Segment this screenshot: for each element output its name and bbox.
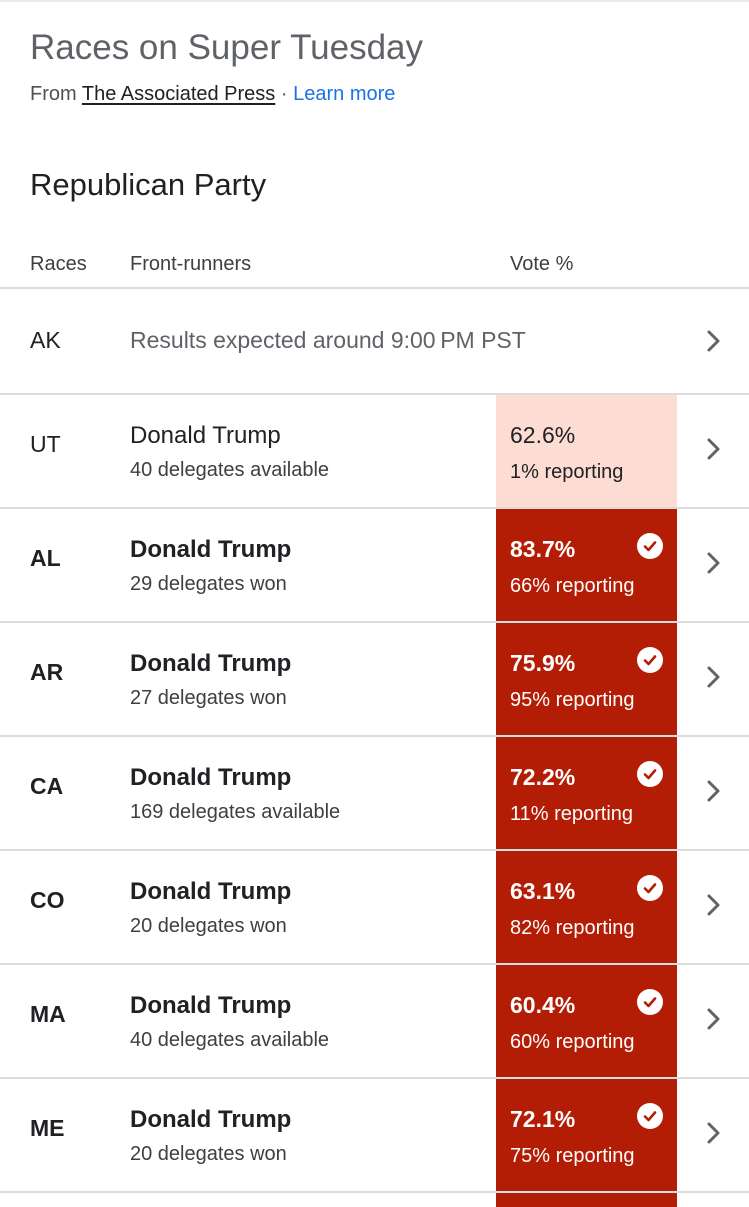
race-row-co[interactable]: CO Donald Trump 20 delegates won 63.1% 8… (0, 851, 749, 965)
top-divider (0, 0, 749, 2)
column-header-vote: Vote % (510, 253, 574, 275)
race-state: AL (30, 545, 61, 571)
chevron-right-icon (707, 780, 720, 802)
chevron-right-icon (707, 552, 720, 574)
chevron-right-icon (707, 1008, 720, 1030)
front-runner-name: Donald Trump (130, 1106, 292, 1133)
delegates-text: 40 delegates available (130, 1029, 330, 1051)
vote-cell: 83.7% 66% reporting (496, 509, 677, 621)
check-circle-icon (637, 533, 663, 559)
chevron-right-icon (707, 438, 720, 460)
reporting-text: 95% reporting (510, 689, 635, 711)
page-title: Races on Super Tuesday (30, 28, 424, 67)
delegates-text: 27 delegates won (130, 687, 287, 709)
vote-cell: 62.6% 1% reporting (496, 395, 677, 507)
front-runner-name: Donald Trump (130, 422, 281, 449)
race-row-ut[interactable]: UT Donald Trump 40 delegates available 6… (0, 395, 749, 509)
chevron-right-icon (707, 894, 720, 916)
reporting-text: 82% reporting (510, 917, 635, 939)
vote-cell: 75.9% 95% reporting (496, 623, 677, 735)
vote-cell: 72.1% 75% reporting (496, 1079, 677, 1191)
party-heading: Republican Party (30, 167, 267, 202)
vote-percent: 62.6% (510, 422, 576, 448)
reporting-text: 60% reporting (510, 1031, 635, 1053)
race-row-ar[interactable]: AR Donald Trump 27 delegates won 75.9% 9… (0, 623, 749, 737)
source-line: From The Associated Press · Learn more (30, 83, 395, 106)
race-row-ca[interactable]: CA Donald Trump 169 delegates available … (0, 737, 749, 851)
vote-cell: 63.1% 82% reporting (496, 851, 677, 963)
races-table: AK Results expected around 9:00 PM PST U… (0, 289, 749, 1207)
learn-more-link[interactable]: Learn more (293, 83, 396, 105)
vote-percent: 63.1% (510, 878, 576, 904)
front-runner-name: Donald Trump (130, 878, 292, 905)
vote-percent: 75.9% (510, 650, 576, 676)
chevron-right-icon (707, 330, 720, 352)
delegates-text: 20 delegates won (130, 1143, 287, 1165)
vote-percent: 60.4% (510, 992, 576, 1018)
front-runner-name: Donald Trump (130, 992, 292, 1019)
delegates-text: 29 delegates won (130, 573, 287, 595)
results-expected-message: Results expected around 9:00 PM PST (130, 327, 526, 353)
vote-cell (496, 1193, 677, 1207)
vote-cell: 60.4% 60% reporting (496, 965, 677, 1077)
chevron-right-icon (707, 666, 720, 688)
race-state: CA (30, 773, 64, 799)
source-link[interactable]: The Associated Press (81, 83, 276, 105)
header-divider (0, 287, 749, 289)
next-race-row-partial[interactable] (0, 1193, 749, 1207)
check-circle-icon (637, 761, 663, 787)
vote-percent: 83.7% (510, 536, 576, 562)
race-row-me[interactable]: ME Donald Trump 20 delegates won 72.1% 7… (0, 1079, 749, 1193)
reporting-text: 66% reporting (510, 575, 635, 597)
delegates-text: 40 delegates available (130, 459, 330, 481)
race-row-al[interactable]: AL Donald Trump 29 delegates won 83.7% 6… (0, 509, 749, 623)
chevron-right-icon (707, 1122, 720, 1144)
reporting-text: 1% reporting (510, 461, 624, 483)
check-circle-icon (637, 875, 663, 901)
front-runner-name: Donald Trump (130, 764, 292, 791)
race-state: CO (30, 887, 65, 913)
reporting-text: 11% reporting (510, 803, 634, 825)
vote-percent: 72.1% (510, 1106, 576, 1132)
source-separator: · (280, 83, 288, 105)
delegates-text: 169 delegates available (130, 801, 341, 823)
vote-cell: 72.2% 11% reporting (496, 737, 677, 849)
delegates-text: 20 delegates won (130, 915, 287, 937)
column-header-front-runners: Front-runners (130, 253, 252, 275)
race-state: AR (30, 659, 64, 685)
race-row-ma[interactable]: MA Donald Trump 40 delegates available 6… (0, 965, 749, 1079)
front-runner-name: Donald Trump (130, 650, 292, 677)
check-circle-icon (637, 1103, 663, 1129)
vote-percent: 72.2% (510, 764, 576, 790)
race-state: AK (30, 327, 61, 353)
source-prefix: From (30, 83, 77, 105)
reporting-text: 75% reporting (510, 1145, 635, 1167)
check-circle-icon (637, 647, 663, 673)
check-circle-icon (637, 989, 663, 1015)
race-state: ME (30, 1115, 65, 1141)
race-state: UT (30, 431, 61, 457)
race-row-ak[interactable]: AK Results expected around 9:00 PM PST (0, 289, 749, 395)
column-header-races: Races (30, 253, 87, 275)
race-state: MA (30, 1001, 66, 1027)
front-runner-name: Donald Trump (130, 536, 292, 563)
